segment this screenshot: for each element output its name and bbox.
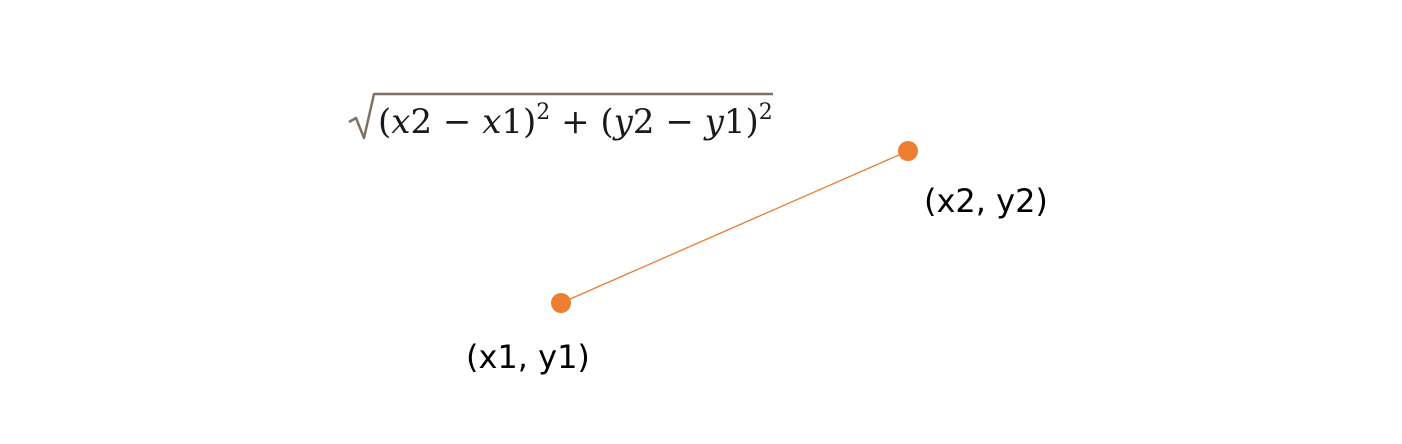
- formula-term: x: [391, 102, 410, 142]
- formula-term: + (: [550, 102, 613, 142]
- segment-line: [560, 150, 909, 304]
- point-1-label: (x1, y1): [466, 338, 590, 376]
- point-1-marker: [551, 293, 571, 313]
- formula-exponent: 2: [536, 100, 550, 125]
- formula-term: 2 −: [633, 102, 705, 142]
- distance-formula: (x2 − x1)2 + (y2 − y1)2: [378, 100, 773, 142]
- point-2-label: (x2, y2): [924, 182, 1048, 220]
- formula-term: x: [482, 102, 501, 142]
- formula-term: 1): [501, 102, 536, 142]
- formula-term: 1): [724, 102, 759, 142]
- formula-term: y: [703, 102, 725, 142]
- formula-term: 2 −: [410, 102, 482, 142]
- formula-exponent: 2: [759, 100, 773, 125]
- formula-term: y: [612, 102, 634, 142]
- radical-sign: [348, 92, 773, 140]
- point-2-marker: [898, 141, 918, 161]
- formula-term: (: [378, 102, 391, 142]
